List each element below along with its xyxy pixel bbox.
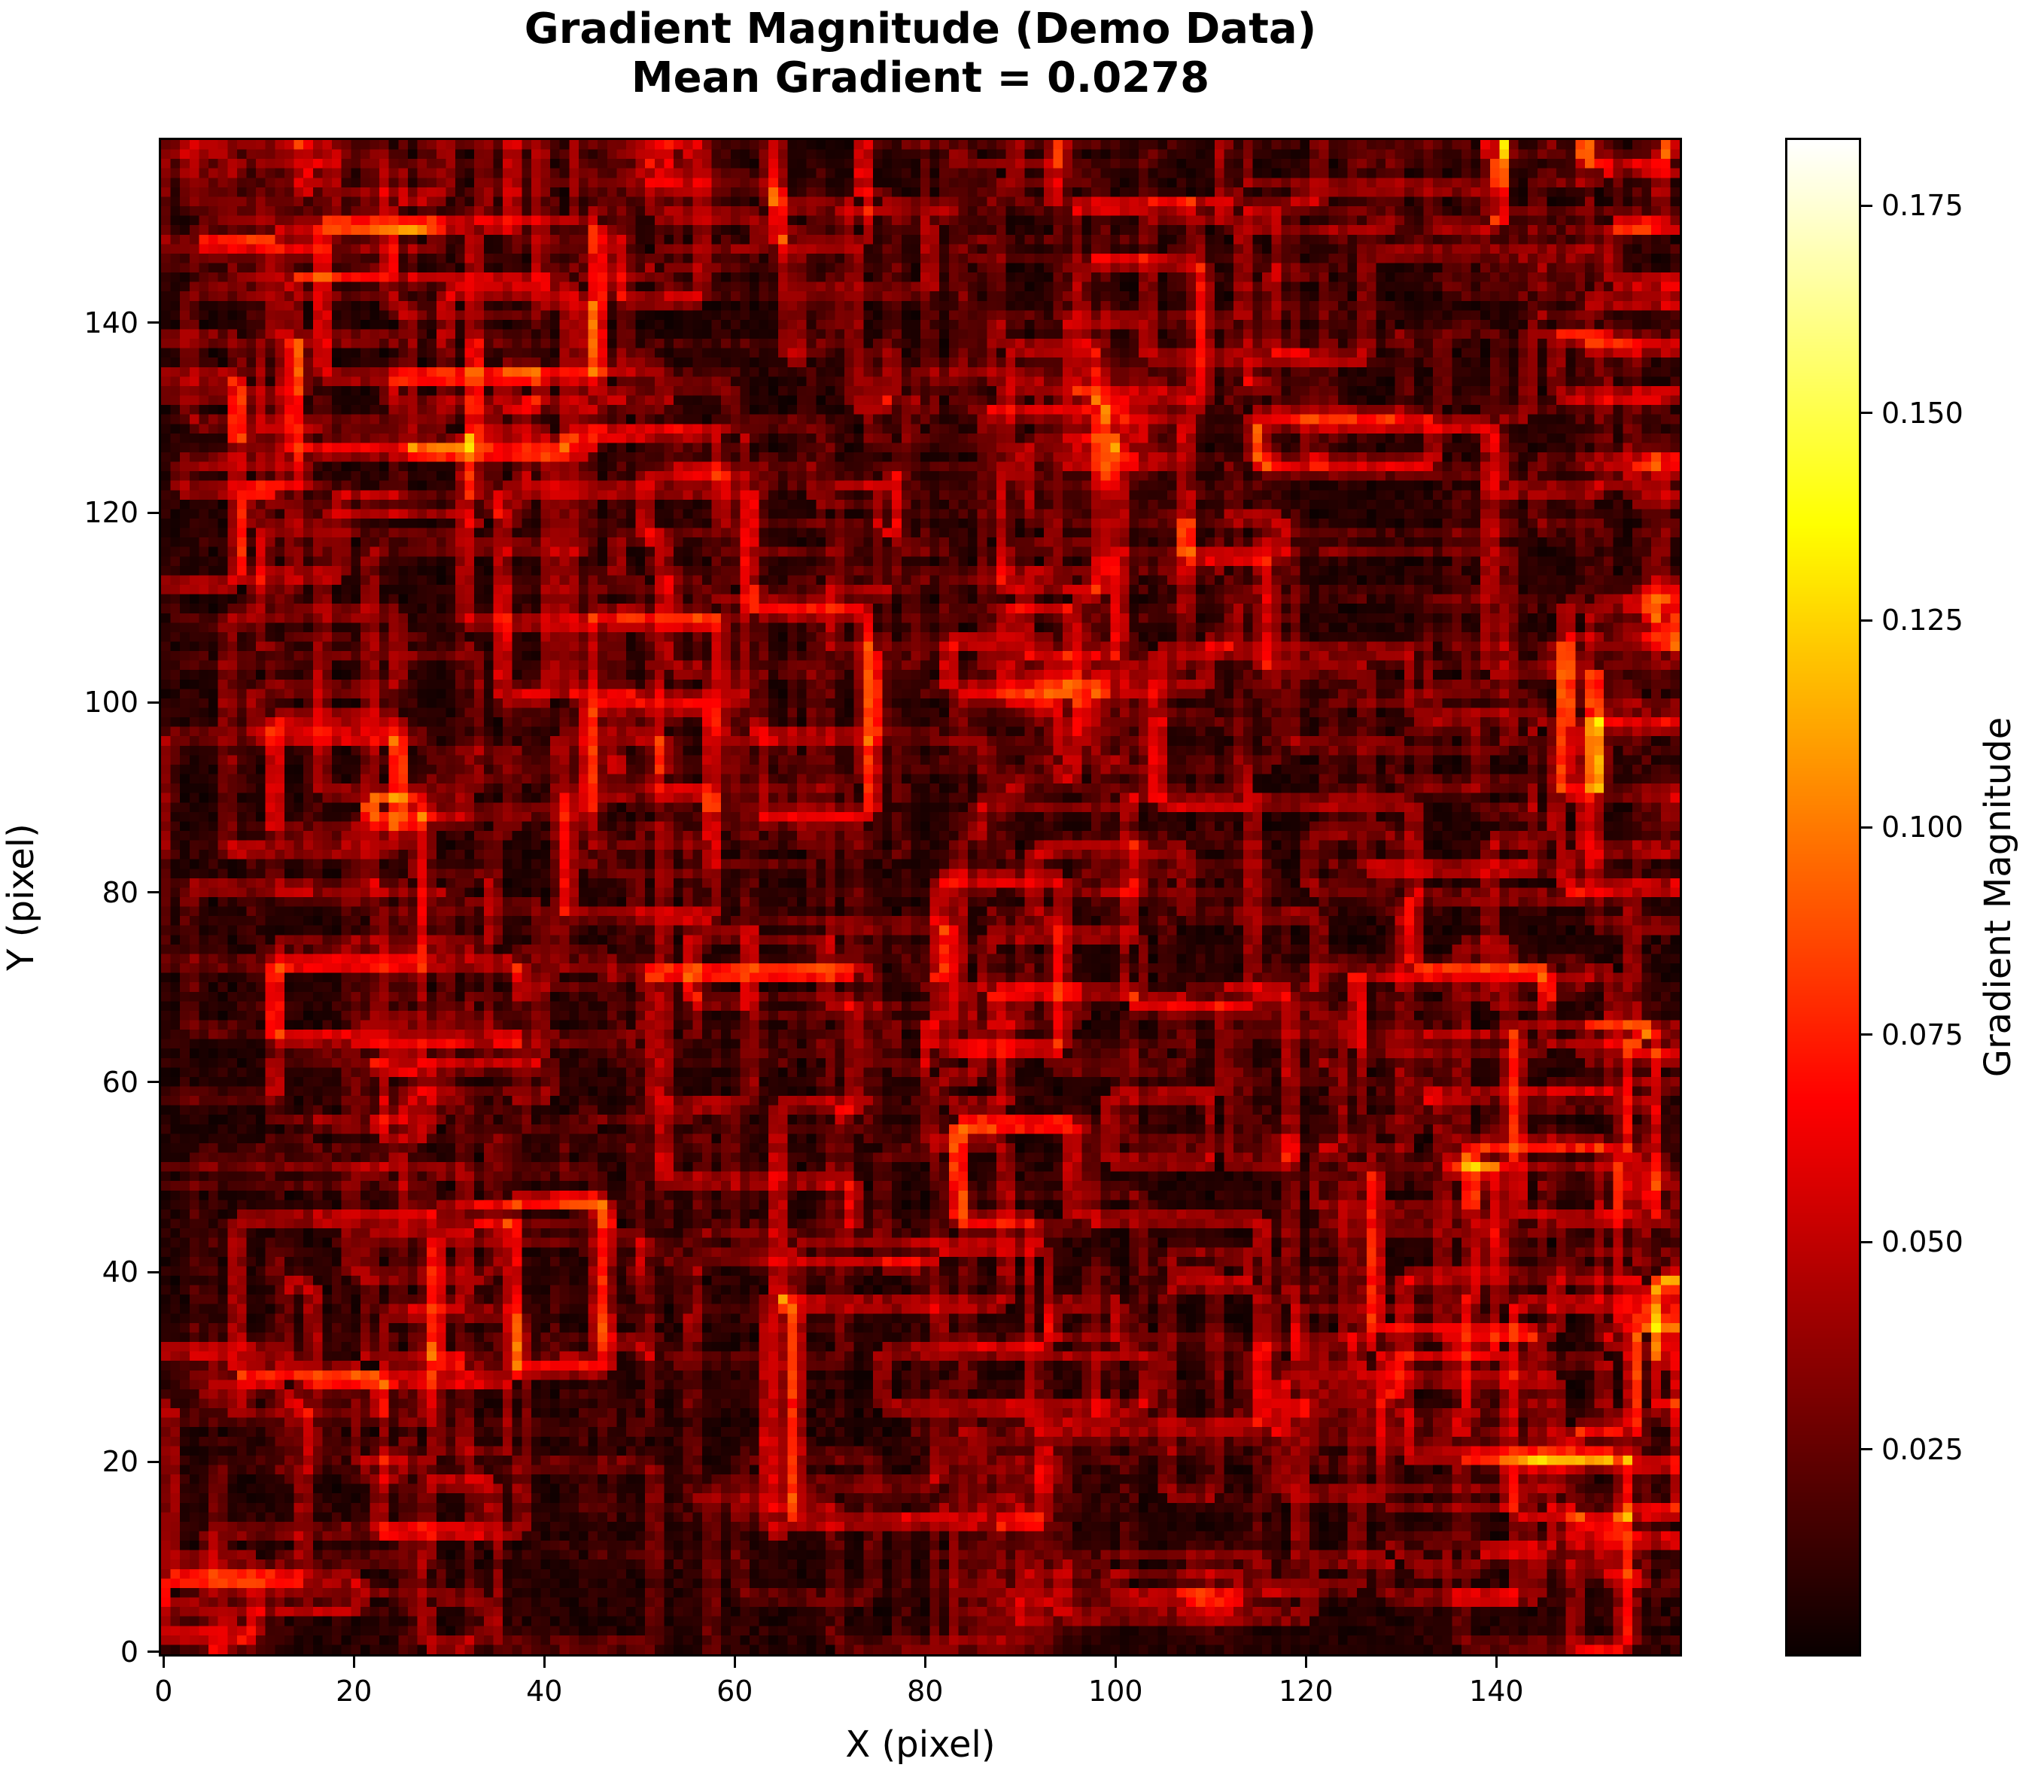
y-tick-label: 80 bbox=[102, 875, 138, 909]
x-axis-label: X (pixel) bbox=[845, 1724, 996, 1766]
colorbar-tick-mark bbox=[1861, 826, 1872, 829]
x-tick-mark bbox=[733, 1657, 736, 1668]
x-tick-mark bbox=[543, 1657, 546, 1668]
x-tick-mark bbox=[352, 1657, 355, 1668]
y-tick-label: 60 bbox=[102, 1065, 138, 1099]
x-tick-mark bbox=[1495, 1657, 1498, 1668]
x-tick-label: 60 bbox=[716, 1675, 753, 1708]
x-tick-label: 20 bbox=[336, 1675, 373, 1708]
y-tick-label: 20 bbox=[102, 1445, 138, 1479]
x-tick-label: 140 bbox=[1469, 1675, 1524, 1708]
colorbar-tick-mark bbox=[1861, 204, 1872, 207]
colorbar bbox=[1785, 138, 1861, 1657]
title-line-2: Mean Gradient = 0.0278 bbox=[631, 53, 1210, 102]
title-line-1: Gradient Magnitude (Demo Data) bbox=[524, 5, 1317, 53]
y-tick-label: 100 bbox=[84, 686, 138, 720]
colorbar-tick-mark bbox=[1861, 1033, 1872, 1036]
y-axis-label: Y (pixel) bbox=[0, 823, 42, 971]
x-tick-label: 0 bbox=[154, 1675, 173, 1708]
y-tick-label: 140 bbox=[84, 306, 138, 339]
x-tick-label: 80 bbox=[907, 1675, 944, 1708]
x-tick-mark bbox=[1304, 1657, 1307, 1668]
colorbar-tick-label: 0.125 bbox=[1881, 604, 1963, 637]
y-tick-mark bbox=[148, 891, 159, 894]
figure-title: Gradient Magnitude (Demo Data) Mean Grad… bbox=[159, 5, 1682, 102]
x-tick-mark bbox=[923, 1657, 926, 1668]
colorbar-label: Gradient Magnitude bbox=[1977, 716, 2019, 1078]
colorbar-tick-label: 0.050 bbox=[1881, 1225, 1963, 1259]
y-tick-mark bbox=[148, 1460, 159, 1463]
y-tick-mark bbox=[148, 1651, 159, 1654]
y-tick-mark bbox=[148, 321, 159, 324]
colorbar-tick-label: 0.025 bbox=[1881, 1432, 1963, 1466]
colorbar-tick-mark bbox=[1861, 412, 1872, 415]
colorbar-tick-mark bbox=[1861, 1448, 1872, 1451]
colorbar-tick-label: 0.175 bbox=[1881, 189, 1963, 223]
y-tick-mark bbox=[148, 1270, 159, 1273]
colorbar-tick-label: 0.150 bbox=[1881, 396, 1963, 430]
x-tick-label: 120 bbox=[1279, 1675, 1334, 1708]
y-tick-mark bbox=[148, 701, 159, 704]
y-tick-label: 40 bbox=[102, 1255, 138, 1289]
heatmap-canvas bbox=[161, 140, 1680, 1654]
colorbar-tick-mark bbox=[1861, 1240, 1872, 1243]
colorbar-tick-label: 0.075 bbox=[1881, 1018, 1963, 1051]
x-tick-label: 100 bbox=[1088, 1675, 1143, 1708]
x-tick-label: 40 bbox=[526, 1675, 563, 1708]
y-tick-label: 120 bbox=[84, 496, 138, 530]
colorbar-tick-mark bbox=[1861, 619, 1872, 622]
y-tick-mark bbox=[148, 1081, 159, 1084]
colorbar-gradient-canvas bbox=[1787, 140, 1859, 1654]
y-tick-mark bbox=[148, 511, 159, 514]
colorbar-tick-label: 0.100 bbox=[1881, 811, 1963, 844]
x-tick-mark bbox=[1114, 1657, 1117, 1668]
heatmap-plot-area bbox=[159, 138, 1682, 1657]
x-tick-mark bbox=[162, 1657, 165, 1668]
y-tick-label: 0 bbox=[120, 1635, 138, 1669]
